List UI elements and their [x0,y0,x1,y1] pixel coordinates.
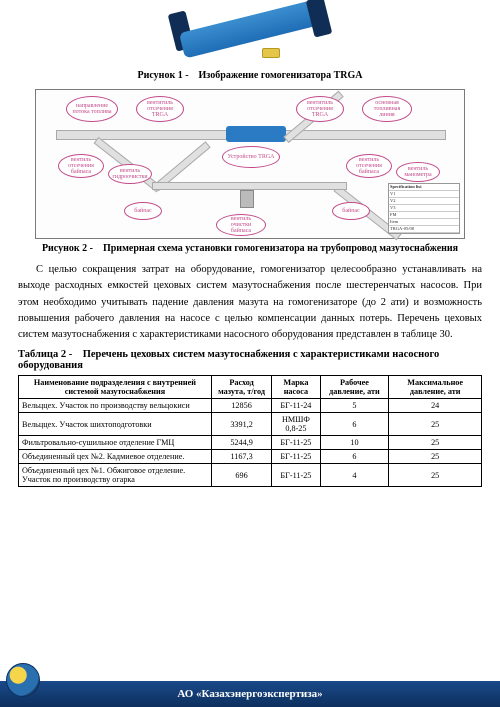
table-cell: 1167,3 [211,450,271,464]
table-cell: 25 [389,413,482,436]
figure1-caption-text: Изображение гомогенизатора TRGA [199,70,363,81]
col-pump: Марка насоса [272,376,320,399]
spec-title: Specification list [389,184,459,191]
spec-row: V1 [389,191,459,198]
table-cell: 6 [320,450,389,464]
footer-org: АО «Казахэнергоэкспертиза» [177,688,322,700]
table-cell: 6 [320,413,389,436]
table-cell: 696 [211,464,271,487]
figure2-caption-prefix: Рисунок 2 - [42,243,93,254]
figure2-caption-text: Примерная схема установки гомогенизатора… [103,243,458,254]
bubble-valve-trga-right: вентитиль отсечения TRGA [296,96,344,122]
table-cell: 24 [389,399,482,413]
spec-row: V3 [389,205,459,212]
spec-row: FM [389,212,459,219]
table-cell: 5 [320,399,389,413]
bubble-bypass-valve-left: вентиль отсечения байпаса [58,154,104,178]
bubble-valve-trga-left: вентитиль отсечения TRGA [136,96,184,122]
org-logo-icon [6,663,40,697]
table-cell: 10 [320,436,389,450]
figure1-caption-prefix: Рисунок 1 - [138,70,189,81]
table-row: Объединенный цех №1. Обжиговое отделение… [19,464,482,487]
figure1-image [18,6,482,66]
footer-band: АО «Казахэнергоэкспертиза» [0,681,500,707]
figure2-schematic: направление потока топлива вентитиль отс… [35,89,465,239]
table-cell: Вельццех. Участок шихтоподготовки [19,413,212,436]
table-cell: Вельццех. Участок по производству вельцо… [19,399,212,413]
table-cell: НМШФ 0,8-25 [272,413,320,436]
bubble-main-line: основная топливная линия [362,96,412,122]
table-cell: Объединенный цех №2. Кадмиевое отделение… [19,450,212,464]
table-cell: 3391,2 [211,413,271,436]
table-row: Вельццех. Участок шихтоподготовки3391,2Н… [19,413,482,436]
figure1-caption: Рисунок 1 - Изображение гомогенизатора T… [18,70,482,81]
col-workp: Рабочее давление, ати [320,376,389,399]
table-cell: 5244,9 [211,436,271,450]
spec-row: V2 [389,198,459,205]
table-cell: 25 [389,450,482,464]
table-cell: БГ-11-25 [272,450,320,464]
col-flow: Расход мазута, т/год [211,376,271,399]
table-caption-text: Перечень цеховых систем мазутоснабжения … [18,349,439,371]
table-cell: БГ-11-25 [272,436,320,450]
table-cell: 12856 [211,399,271,413]
table-row: Объединенный цех №2. Кадмиевое отделение… [19,450,482,464]
table-cell: БГ-11-24 [272,399,320,413]
equipment-table: Наименование подразделения с внутренней … [18,375,482,487]
figure2-caption: Рисунок 2 - Примерная схема установки го… [18,243,482,254]
bubble-hydroclean-left: вентиль гидроочистки [108,164,152,184]
col-maxp: Максимальное давление, ати [389,376,482,399]
table-body: Вельццех. Участок по производству вельцо… [19,399,482,487]
table-header-row: Наименование подразделения с внутренней … [19,376,482,399]
table-cell: БГ-11-25 [272,464,320,487]
spec-row: Item [389,219,459,226]
table-cell: 25 [389,436,482,450]
table-cell: Объединенный цех №1. Обжиговое отделение… [19,464,212,487]
bubble-flow-direction: направление потока топлива [66,96,118,122]
body-paragraph: С целью сокращения затрат на оборудовани… [18,262,482,343]
table-cell: Фильтровально-сушильное отделение ГМЦ [19,436,212,450]
spec-table: Specification list V1 V2 V3 FM Item TRGA… [388,183,460,234]
bubble-bypass-clean-valve: вентиль очистки байпаса [216,214,266,236]
table-cell: 4 [320,464,389,487]
table-caption-prefix: Таблица 2 - [18,349,72,360]
bubble-bypass-right: байпас [332,202,370,220]
bubble-bypass-valve-right: вентиль отсечения байпаса [346,154,392,178]
table-row: Фильтровально-сушильное отделение ГМЦ524… [19,436,482,450]
col-name: Наименование подразделения с внутренней … [19,376,212,399]
spec-row: TRGA-05/08 [389,226,459,233]
bubble-trga-device: Устройство TRGA [222,146,280,168]
table-caption: Таблица 2 - Перечень цеховых систем мазу… [18,349,482,371]
bubble-bypass-left: байпас [124,202,162,220]
bubble-manometer-right: вентиль манометра [396,162,440,182]
table-cell: 25 [389,464,482,487]
table-row: Вельццех. Участок по производству вельцо… [19,399,482,413]
